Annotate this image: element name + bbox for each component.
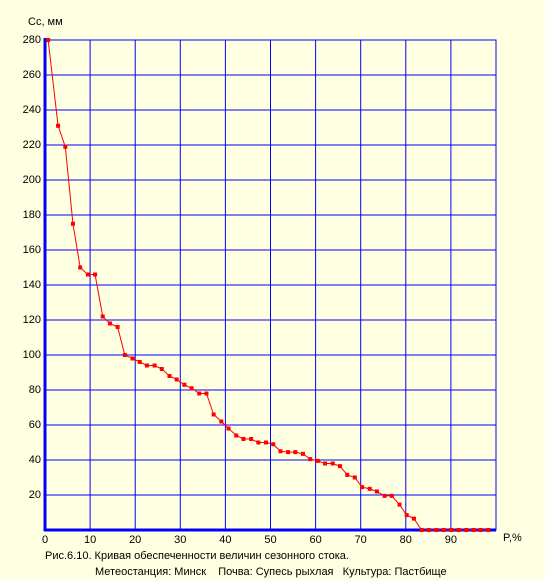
y-tick-label: 240 [23,104,41,116]
data-point [367,486,372,491]
data-point [315,458,320,463]
y-tick-label: 220 [23,139,41,151]
data-point [352,475,357,480]
data-point [360,485,365,490]
data-point [93,272,98,277]
data-point [197,391,202,396]
x-axis-label: P,% [503,532,522,544]
data-point [63,144,68,149]
data-point [263,440,268,445]
data-point [56,123,61,128]
x-tick-label: 50 [264,534,276,546]
data-point [389,493,394,498]
y-tick-label: 20 [29,489,41,501]
y-tick-label: 100 [23,349,41,361]
y-tick-label: 200 [23,174,41,186]
x-tick-label: 80 [400,534,412,546]
data-point [204,391,209,396]
y-tick-label: 280 [23,34,41,46]
data-point [100,314,105,319]
y-tick-label: 180 [23,209,41,221]
data-point [337,464,342,469]
y-tick-label: 260 [23,69,41,81]
data-point [278,449,283,454]
data-point [219,419,224,424]
data-point [426,528,431,532]
data-point [130,356,135,361]
data-point [137,360,142,364]
data-point [441,528,446,532]
data-point [308,457,313,462]
data-point [189,386,194,391]
data-point [70,221,75,226]
data-point [249,437,254,441]
data-point [182,382,187,387]
x-tick-label: 40 [219,534,231,546]
data-point [159,367,164,371]
data-point [486,528,491,532]
data-point [478,528,483,532]
x-tick-label: 70 [355,534,367,546]
x-tick-label: 30 [174,534,186,546]
data-point [107,321,112,326]
x-tick-label: 90 [445,534,457,546]
y-tick-label: 140 [23,279,41,291]
data-point [174,377,179,382]
data-point [464,528,469,532]
x-tick-label: 10 [84,534,96,546]
data-point [404,513,409,518]
data-point [419,528,424,532]
data-point [115,325,120,329]
data-point [456,528,461,532]
data-point [85,272,90,277]
data-point [234,433,239,438]
caption: Рис.6.10. Кривая обеспеченности величин … [45,550,349,562]
data-point [46,38,51,42]
x-tick-label: 0 [42,534,48,546]
data-point [293,450,298,455]
data-point [226,426,231,431]
y-tick-label: 80 [29,384,41,396]
data-point [152,363,157,368]
data-point [434,528,439,532]
data-point [382,493,387,498]
data-point [374,489,379,494]
data-point [78,265,83,270]
y-tick-label: 160 [23,244,41,256]
data-point [271,442,276,447]
y-tick-label: 40 [29,454,41,466]
x-tick-label: 60 [309,534,321,546]
data-point [211,412,216,417]
data-point [286,450,291,455]
data-point [256,440,261,445]
data-point [345,472,350,477]
caption: Метеостанция: Минск Почва: Супесь рыхлая… [95,566,447,578]
data-point [330,461,335,466]
data-point [323,461,328,466]
data-point [241,437,246,441]
data-point [397,502,402,507]
data-point [122,353,127,357]
data-point [449,528,454,532]
x-tick-label: 20 [129,534,141,546]
y-axis-label: Сс, мм [28,16,63,28]
data-point [167,374,172,378]
data-point [471,528,476,532]
data-point [411,516,416,521]
data-point [300,451,305,456]
y-tick-label: 120 [23,314,41,326]
data-point [144,363,149,368]
y-tick-label: 60 [29,419,41,431]
